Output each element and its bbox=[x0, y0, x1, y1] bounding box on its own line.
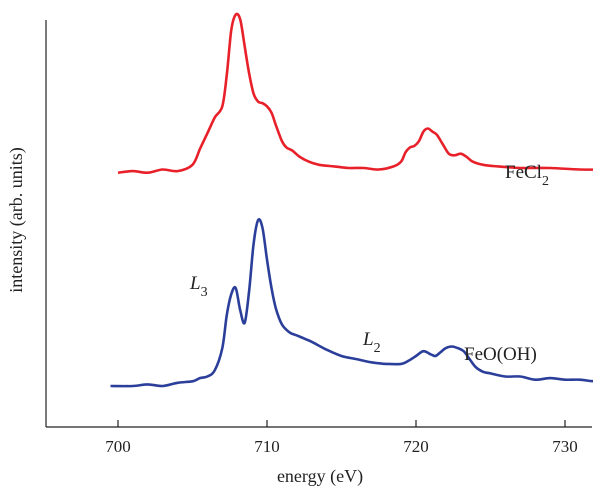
series-line-feo-oh bbox=[110, 218, 593, 388]
series-layer bbox=[110, 12, 593, 388]
l3-label: L3 bbox=[189, 273, 208, 300]
fecl2-label: FeCl2 bbox=[505, 162, 549, 189]
series-line-fecl2 bbox=[117, 12, 593, 175]
x-tick-label: 710 bbox=[254, 437, 280, 456]
x-axis-label: energy (eV) bbox=[277, 466, 363, 487]
x-tick-label: 730 bbox=[552, 437, 578, 456]
feooh-label: FeO(OH) bbox=[464, 344, 537, 365]
x-tick-label: 720 bbox=[403, 437, 429, 456]
x-tick-label: 700 bbox=[105, 437, 131, 456]
y-axis-label: intensity (arb. units) bbox=[6, 147, 27, 292]
x-ticks: 700 710 720 730 bbox=[105, 420, 578, 456]
axes: 700 710 720 730 bbox=[45, 20, 592, 456]
l2-label: L2 bbox=[362, 329, 381, 356]
